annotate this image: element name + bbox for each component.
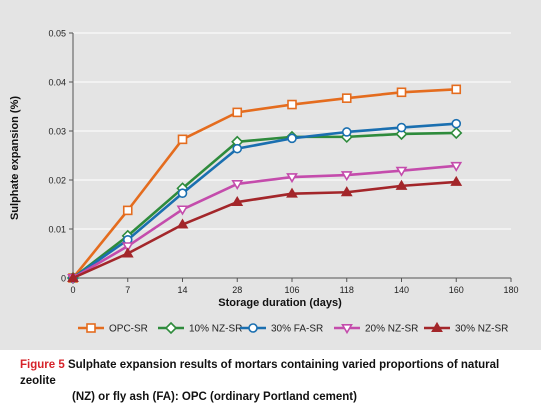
y-tick-label: 0.04 (48, 78, 66, 88)
x-tick-label: 140 (394, 285, 409, 295)
x-tick-label: 118 (340, 285, 354, 295)
y-tick-label: 0.05 (48, 29, 66, 39)
axes: 0 0.01 0.02 0.03 0.04 0.05 0 7 14 28 106 118 140 160 1… (48, 29, 518, 296)
x-tick-label: 106 (284, 285, 299, 295)
legend-marker (431, 321, 443, 332)
series-line (72, 164, 457, 280)
line-chart: 0 0.01 0.02 0.03 0.04 0.05 0 7 14 28 106 118 140 160 1… (9, 29, 519, 335)
legend-marker (248, 323, 258, 333)
data-point (121, 242, 134, 253)
data-point (451, 84, 462, 95)
data-point (122, 205, 133, 216)
data-point (450, 175, 463, 186)
caption-line-2: (NZ) or fly ash (FA): OPC (ordinary Port… (72, 391, 357, 403)
y-axis-label: Sulphate expansion (%) (9, 96, 21, 220)
data-point (340, 171, 353, 182)
x-tick-label: 0 (70, 285, 75, 295)
legend-marker (164, 321, 178, 335)
data-point (177, 188, 188, 199)
y-tick-label: 0.03 (48, 127, 66, 137)
legend-label: 20% NZ-SR (365, 324, 418, 335)
y-tick-label: 0.01 (48, 225, 66, 235)
legend-item: 10% NZ-SR (158, 321, 242, 335)
x-tick-label: 28 (232, 285, 242, 295)
legend-item: 30% NZ-SR (424, 321, 508, 335)
data-point (340, 186, 353, 197)
legend-item: 30% FA-SR (240, 323, 323, 335)
series-line (72, 180, 457, 280)
series-30-fa-sr (68, 118, 462, 283)
legend-label: OPC-SR (109, 324, 148, 335)
legend-marker (86, 323, 96, 333)
caption-line-1: Sulphate expansion results of mortars co… (20, 359, 500, 387)
x-tick-label: 14 (177, 285, 187, 295)
data-point (341, 93, 352, 103)
series-group (66, 84, 463, 285)
x-axis-label: Storage duration (days) (218, 297, 342, 309)
data-point (450, 161, 463, 172)
legend-label: 30% FA-SR (271, 324, 323, 335)
data-point (232, 107, 243, 118)
x-tick-label: 180 (503, 285, 518, 295)
x-tick-label: 7 (125, 285, 130, 295)
series-line (72, 131, 457, 280)
figure-label: Figure 5 (20, 359, 65, 371)
y-tick-label: 0 (61, 274, 66, 284)
legend-marker (341, 324, 353, 335)
series-line (71, 88, 457, 279)
data-point (451, 118, 462, 129)
data-point (287, 133, 297, 144)
legend-label: 30% NZ-SR (455, 324, 508, 335)
data-point (121, 247, 134, 258)
data-point (396, 122, 407, 133)
legend-item: 20% NZ-SR (334, 324, 418, 335)
data-point (341, 127, 352, 137)
data-point (396, 87, 407, 98)
figure-caption: Figure 5 Sulphate expansion results of m… (20, 357, 530, 405)
data-point (67, 271, 79, 282)
series-10-nz-sr (66, 126, 463, 285)
data-point (395, 166, 408, 177)
data-point (450, 126, 463, 140)
data-point (231, 195, 244, 206)
data-point (395, 179, 408, 190)
data-point (176, 218, 189, 229)
y-tick-label: 0.02 (48, 176, 66, 186)
data-point (286, 187, 298, 198)
legend-item: OPC-SR (78, 323, 148, 335)
series-30-nz-sr (67, 175, 463, 282)
data-point (231, 179, 244, 190)
legend: OPC-SR 10% NZ-SR 30% FA-SR 20% NZ-SR 30% NZ-… (78, 321, 508, 335)
legend-label: 10% NZ-SR (189, 324, 242, 335)
plot-panel: 0 0.01 0.02 0.03 0.04 0.05 0 7 14 28 106 118 140 160 1… (0, 0, 541, 350)
data-point (176, 205, 189, 216)
x-tick-label: 160 (449, 285, 464, 295)
data-point (286, 173, 298, 184)
data-point (287, 99, 297, 110)
series-line (72, 122, 457, 280)
data-point (177, 134, 188, 145)
data-point (232, 143, 243, 154)
